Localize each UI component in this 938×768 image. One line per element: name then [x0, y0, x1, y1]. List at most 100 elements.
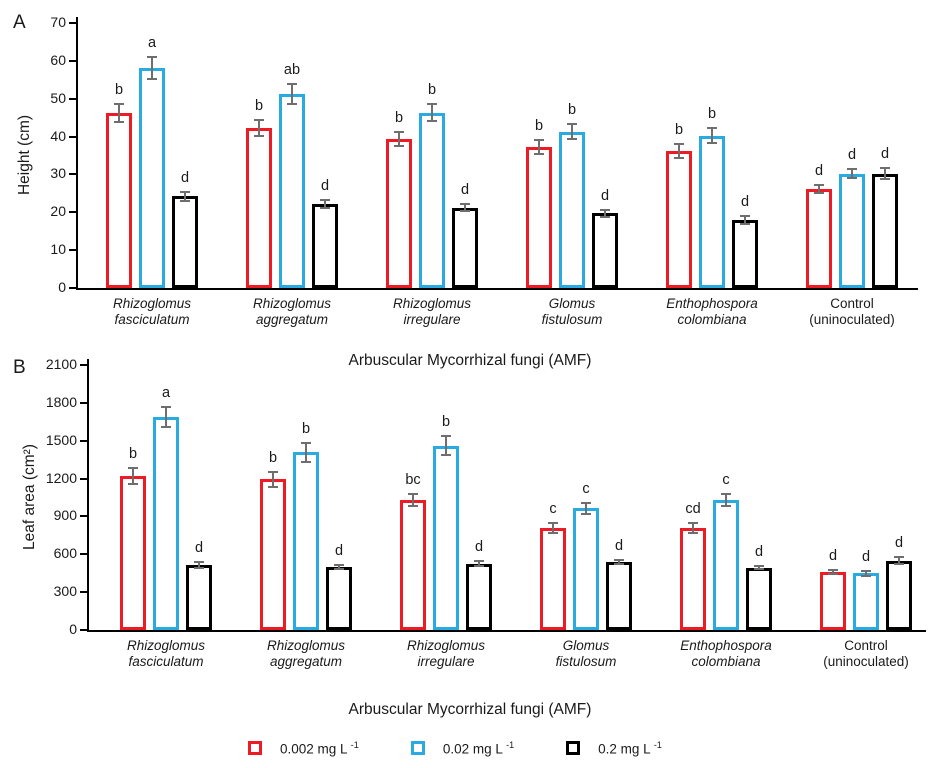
sig-letter: b: [394, 109, 404, 126]
category-label-line1: Rhizoglomus: [406, 638, 486, 653]
error-bar: [692, 523, 694, 534]
error-bar-cap-bottom: [614, 562, 624, 565]
y-tick-label: 70: [50, 14, 66, 30]
error-bar-cap-bottom: [460, 210, 470, 213]
error-bar-cap-bottom: [128, 482, 138, 485]
error-bar: [538, 140, 540, 154]
bar: [872, 173, 898, 288]
category-label-line2: irregulare: [403, 312, 461, 327]
y-tick-label: 300: [53, 583, 77, 600]
error-bar-cap-bottom: [427, 120, 437, 123]
error-bar-cap-top: [847, 168, 857, 171]
sig-letter: d: [320, 178, 330, 195]
sig-letter: b: [268, 449, 278, 466]
error-bar-cap-top: [567, 123, 577, 126]
category-label: Rhizoglomus irregulare: [371, 638, 521, 670]
error-bar-cap-top: [614, 558, 624, 561]
sig-letter: d: [814, 162, 824, 179]
error-bar: [184, 192, 186, 201]
bar: [279, 94, 305, 288]
error-bar-cap-bottom: [674, 157, 684, 160]
y-axis: [87, 359, 89, 632]
y-tick-mark: [80, 401, 87, 404]
error-bar: [725, 494, 727, 506]
category-label: Enthophospora colombiana: [637, 296, 787, 328]
category-label-line2: colombiana: [691, 654, 761, 669]
sig-letter: d: [740, 194, 750, 211]
y-tick-label: 40: [50, 127, 66, 144]
error-bar: [165, 406, 167, 427]
y-tick-label: 20: [50, 203, 66, 220]
error-bar-cap-top: [814, 183, 824, 186]
error-bar-cap-top: [548, 522, 558, 525]
error-bar-cap-bottom: [740, 223, 750, 226]
error-bar-cap-top: [534, 139, 544, 142]
error-bar-cap-bottom: [161, 425, 171, 428]
error-bar-cap-bottom: [548, 532, 558, 535]
error-bar: [898, 556, 900, 565]
bar: [172, 196, 198, 288]
error-bar-cap-bottom: [721, 504, 731, 507]
error-bar: [258, 119, 260, 136]
sig-letter: a: [147, 34, 157, 51]
bar: [293, 452, 319, 630]
bar: [260, 479, 286, 630]
bar: [540, 528, 566, 630]
legend-swatch: [410, 741, 425, 756]
sig-letter: c: [549, 501, 557, 518]
bar: [886, 560, 912, 630]
error-bar-cap-top: [880, 167, 890, 170]
category-label-line1: Rhizoglomus: [252, 296, 332, 311]
error-bar-cap-top: [861, 569, 871, 572]
bar: [433, 445, 459, 630]
error-bar-cap-top: [600, 209, 610, 211]
sig-letter: c: [582, 480, 590, 497]
error-bar: [464, 204, 466, 212]
y-tick-mark: [69, 287, 76, 289]
error-bar-cap-bottom: [688, 532, 698, 535]
sig-letter: b: [567, 102, 577, 119]
error-bar-cap-top: [114, 103, 124, 106]
error-bar-cap-top: [754, 564, 764, 567]
category-label-line2: aggregatum: [255, 312, 329, 327]
bar: [526, 147, 552, 288]
category-label-line1: Rhizoglomus: [266, 638, 346, 653]
y-tick-label: 0: [69, 621, 77, 637]
bar: [312, 203, 338, 288]
error-bar: [711, 128, 713, 144]
y-tick-mark: [80, 439, 87, 442]
error-bar: [585, 502, 587, 514]
sig-letter: d: [600, 188, 610, 204]
error-bar: [151, 56, 153, 79]
panel-label: A: [13, 12, 26, 33]
error-bar-cap-top: [828, 569, 838, 572]
sig-letter: b: [427, 82, 437, 99]
bar: [326, 566, 352, 630]
sig-letter: bc: [405, 471, 421, 488]
error-bar: [272, 471, 274, 487]
y-tick-mark: [80, 477, 87, 480]
error-bar-cap-top: [320, 199, 330, 202]
error-bar-cap-top: [441, 435, 451, 438]
y-tick-label: 10: [50, 241, 66, 258]
bar: [666, 150, 692, 288]
sig-letter: d: [894, 534, 904, 551]
category-label-line1: Enthophospora: [666, 296, 758, 311]
error-bar: [132, 468, 134, 484]
error-bar: [884, 168, 886, 179]
error-bar: [832, 570, 834, 574]
category-label: Glomus fistulosum: [511, 638, 661, 670]
error-bar-cap-bottom: [474, 565, 484, 568]
error-bar-cap-bottom: [320, 206, 330, 209]
error-bar-cap-top: [460, 203, 470, 206]
y-tick-mark: [80, 364, 87, 366]
category-label-line1: Glomus: [562, 638, 610, 653]
error-bar-cap-bottom: [194, 566, 204, 569]
error-bar: [618, 559, 620, 564]
category-label: Rhizoglomus aggregatum: [217, 296, 367, 328]
error-bar-cap-top: [427, 103, 437, 106]
error-bar-cap-top: [581, 501, 591, 504]
bar: [452, 207, 478, 288]
legend-item: 0.2 mg L -1: [566, 740, 662, 757]
sig-letter: cd: [685, 501, 701, 518]
